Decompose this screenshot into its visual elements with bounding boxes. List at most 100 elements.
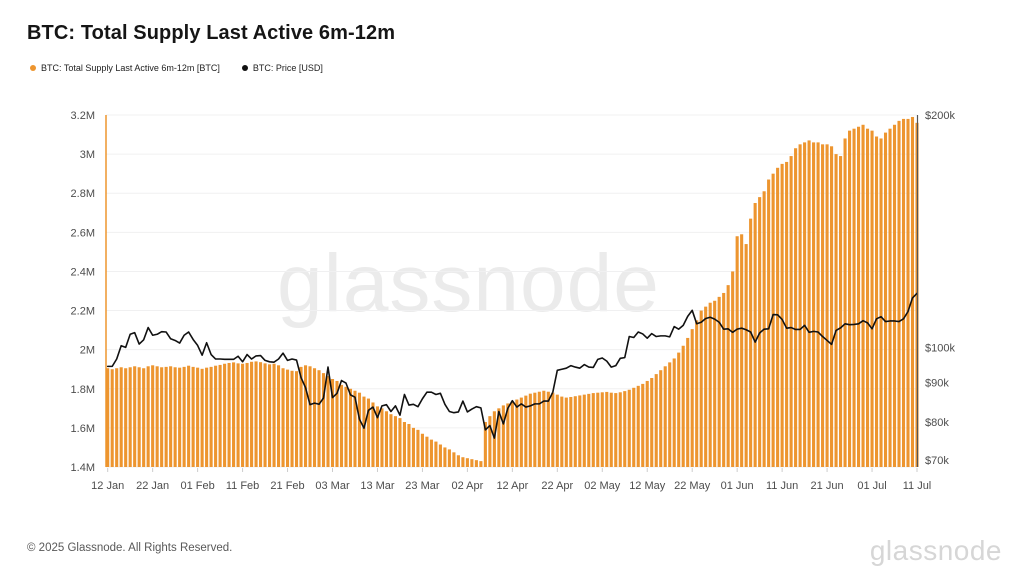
supply-bar[interactable] (434, 441, 438, 467)
supply-bar[interactable] (533, 392, 537, 467)
supply-bar[interactable] (560, 396, 564, 467)
supply-bar[interactable] (375, 406, 380, 467)
supply-bar[interactable] (537, 391, 541, 467)
supply-bar[interactable] (780, 163, 784, 467)
supply-bar[interactable] (263, 363, 267, 467)
supply-bar[interactable] (259, 362, 263, 467)
supply-bar[interactable] (384, 411, 389, 467)
supply-bar[interactable] (470, 459, 474, 467)
supply-bar[interactable] (497, 408, 501, 467)
supply-bar[interactable] (888, 128, 892, 467)
supply-bar[interactable] (551, 392, 555, 467)
supply-bar[interactable] (695, 320, 699, 467)
supply-bar[interactable] (335, 380, 339, 467)
supply-bar[interactable] (277, 365, 281, 467)
supply-bar[interactable] (488, 416, 492, 467)
supply-bar[interactable] (200, 368, 204, 467)
supply-bar[interactable] (789, 156, 793, 467)
supply-bar[interactable] (555, 394, 559, 467)
supply-bar[interactable] (861, 124, 865, 467)
supply-bar[interactable] (169, 366, 173, 467)
supply-bar[interactable] (506, 403, 510, 467)
supply-bar[interactable] (124, 368, 128, 467)
supply-bar[interactable] (223, 363, 227, 467)
supply-bar[interactable] (142, 368, 146, 467)
supply-bar[interactable] (542, 390, 546, 467)
supply-bar[interactable] (465, 458, 469, 467)
supply-bar[interactable] (115, 368, 119, 467)
supply-bar[interactable] (214, 365, 218, 467)
supply-bar[interactable] (393, 416, 397, 467)
supply-bar[interactable] (650, 378, 654, 467)
supply-bar[interactable] (429, 439, 433, 467)
supply-bar[interactable] (843, 138, 847, 467)
supply-bar[interactable] (519, 397, 523, 467)
supply-bar[interactable] (632, 387, 636, 467)
supply-bar[interactable] (510, 401, 514, 467)
supply-bar[interactable] (744, 244, 748, 467)
supply-bar[interactable] (182, 366, 186, 467)
supply-bar[interactable] (241, 363, 245, 467)
supply-bar[interactable] (910, 116, 915, 468)
supply-bar[interactable] (402, 422, 406, 467)
supply-bar[interactable] (713, 300, 717, 467)
supply-bar[interactable] (839, 156, 843, 467)
supply-bar[interactable] (236, 363, 240, 467)
legend-item-supply[interactable]: BTC: Total Supply Last Active 6m-12m [BT… (30, 63, 220, 73)
supply-bar[interactable] (164, 366, 168, 467)
supply-bar[interactable] (474, 460, 478, 467)
supply-bar[interactable] (160, 367, 164, 467)
supply-bar[interactable] (874, 136, 879, 467)
supply-bar[interactable] (272, 363, 276, 467)
supply-bar[interactable] (681, 345, 685, 467)
supply-bar[interactable] (357, 392, 362, 467)
supply-bar[interactable] (767, 179, 771, 467)
supply-bar[interactable] (227, 362, 231, 467)
supply-bar[interactable] (897, 120, 901, 468)
supply-bar[interactable] (456, 455, 460, 467)
supply-bar[interactable] (722, 292, 726, 467)
supply-bar[interactable] (330, 379, 335, 467)
supply-bar[interactable] (735, 236, 739, 467)
supply-bar[interactable] (892, 124, 897, 467)
supply-bar[interactable] (865, 128, 870, 467)
supply-bar[interactable] (317, 370, 321, 467)
supply-bar[interactable] (218, 364, 222, 467)
supply-bar[interactable] (528, 393, 532, 467)
supply-bar[interactable] (339, 384, 344, 467)
supply-bar[interactable] (146, 366, 150, 467)
supply-bar[interactable] (798, 144, 802, 467)
supply-bar[interactable] (816, 142, 820, 467)
supply-bar[interactable] (591, 393, 595, 467)
supply-bar[interactable] (627, 389, 631, 467)
supply-bar[interactable] (740, 234, 744, 467)
supply-bar[interactable] (187, 365, 191, 467)
supply-bar[interactable] (708, 302, 712, 467)
supply-bar[interactable] (191, 366, 195, 467)
supply-bar[interactable] (753, 203, 757, 467)
supply-bar[interactable] (636, 385, 640, 467)
supply-bar[interactable] (425, 436, 429, 467)
supply-bar[interactable] (659, 370, 663, 467)
supply-bar[interactable] (546, 391, 550, 467)
supply-bar[interactable] (668, 362, 672, 467)
supply-bar[interactable] (371, 402, 375, 467)
supply-bar[interactable] (776, 167, 780, 468)
supply-bar[interactable] (119, 367, 123, 467)
supply-bar[interactable] (600, 392, 604, 467)
supply-bar[interactable] (834, 154, 838, 468)
supply-bar[interactable] (699, 310, 703, 467)
supply-bar[interactable] (294, 371, 299, 467)
supply-bar[interactable] (366, 398, 371, 467)
supply-bar[interactable] (524, 395, 528, 467)
supply-bar[interactable] (803, 142, 807, 467)
supply-bar[interactable] (416, 429, 420, 467)
supply-bar[interactable] (852, 128, 856, 467)
supply-bar[interactable] (623, 391, 627, 467)
supply-bar[interactable] (848, 130, 852, 467)
supply-bar[interactable] (205, 367, 209, 467)
supply-bar[interactable] (654, 374, 658, 467)
supply-bar[interactable] (411, 427, 415, 467)
supply-bar[interactable] (447, 449, 451, 467)
